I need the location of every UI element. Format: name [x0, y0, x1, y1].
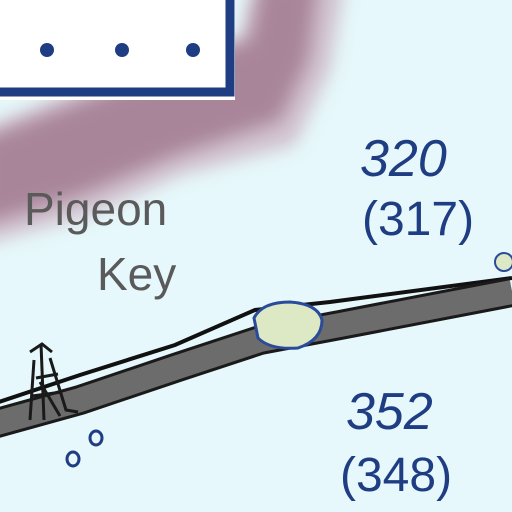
old-bridge-line [0, 276, 512, 404]
park-boundary-line [0, 0, 235, 97]
mile-marker-primary: 352 [346, 383, 433, 441]
rock-mark [65, 450, 81, 468]
place-label-line1: Pigeon [24, 183, 168, 235]
land-band [0, 0, 316, 219]
boundary-dot [40, 43, 54, 57]
mile-marker-secondary: (348) [340, 449, 453, 502]
mile-marker-primary: 320 [360, 130, 447, 188]
place-label-line2: Key [97, 248, 177, 300]
rock-mark [88, 429, 104, 447]
boundary-dot [186, 43, 200, 57]
mile-marker-secondary: (317) [362, 193, 475, 246]
lighthouse-icon [28, 342, 79, 421]
boundary-dot [115, 43, 129, 57]
island-marker [494, 252, 512, 272]
pigeon-key-island [252, 300, 324, 350]
